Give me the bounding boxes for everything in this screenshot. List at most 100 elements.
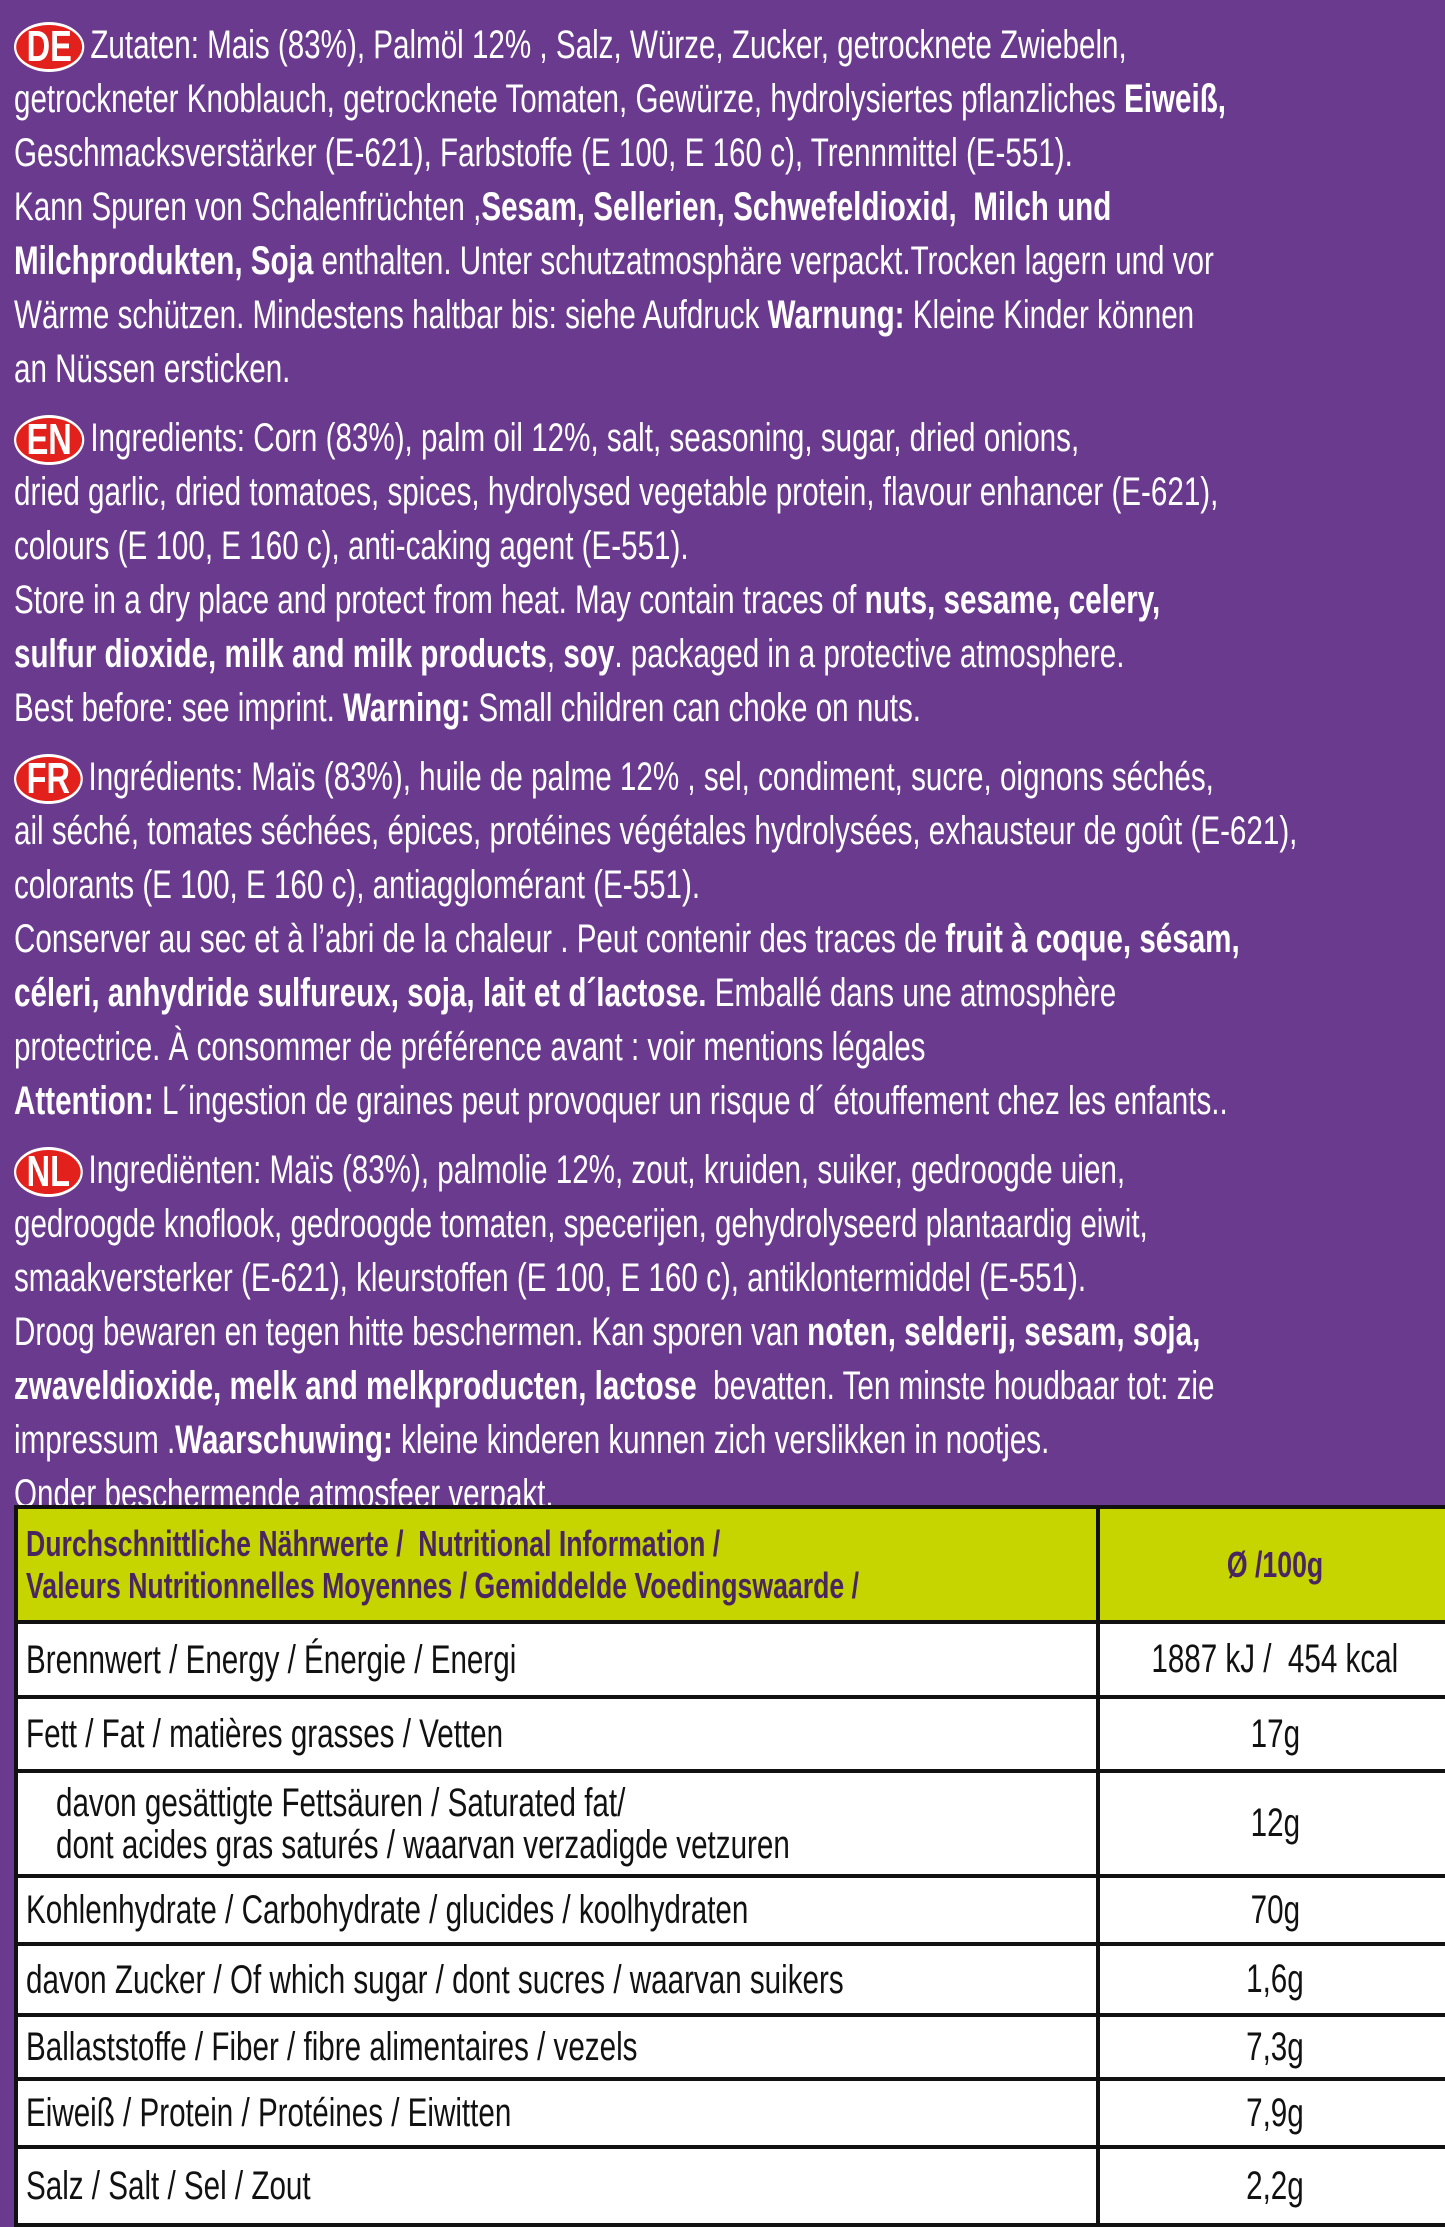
line-content: Kann Spuren von Schalenfrüchten ,Sesam, … (14, 180, 1111, 234)
bold-run: Attention: (14, 1079, 154, 1123)
line-content: EN Ingredients: Corn (83%), palm oil 12%,… (14, 411, 1080, 466)
text-run: gedroogde knoflook, gedroogde tomaten, s… (14, 1202, 1148, 1246)
text-run: Ingredients: Corn (83%), palm oil 12%, s… (90, 416, 1080, 460)
line-content: Conserver au sec et à l’abri de la chale… (14, 912, 1240, 966)
text-line: Geschmacksverstärker (E-621), Farbstoffe… (14, 126, 1439, 180)
label-line: davon gesättigte Fettsäuren / Saturated … (26, 1782, 1088, 1824)
label-text: Durchschnittliche Nährwerte / Nutritiona… (26, 1522, 721, 1564)
nutrient-row: Eiweiß / Protein / Protéines / Eiwitten 7… (13, 2077, 1445, 2149)
value-text: 12g (1250, 1801, 1300, 1845)
label-text: dont acides gras saturés / waarvan verza… (56, 1822, 790, 1867)
nutrient-value: Ø /100g (1096, 1505, 1445, 1624)
text-line: smaakversterker (E-621), kleurstoffen (E… (14, 1251, 1439, 1305)
line-content: Store in a dry place and protect from he… (14, 573, 1160, 627)
label-line: Kohlenhydrate / Carbohydrate / glucides … (26, 1889, 1088, 1931)
bold-run: Sesam, Sellerien, Schwefeldioxid, Milch … (481, 185, 1112, 229)
text-run: dried garlic, dried tomatoes, spices, hy… (14, 470, 1219, 514)
value-text: 2,2g (1246, 2163, 1305, 2208)
text-run: Zutaten: Mais (83%), Palmöl 12% , Salz, … (90, 23, 1127, 67)
text-run: Store in a dry place and protect from he… (14, 578, 865, 622)
bold-run: zwaveldioxide, melk and melkproducten, l… (14, 1364, 697, 1408)
nutrient-row: davon gesättigte Fettsäuren / Saturated … (13, 1769, 1445, 1878)
nutrient-row: Fett / Fat / matières grasses / Vetten 17… (13, 1695, 1445, 1773)
nutrient-label: Eiweiß / Protein / Protéines / Eiwitten (13, 2077, 1101, 2149)
text-run: getrockneter Knoblauch, getrocknete Toma… (14, 77, 1125, 121)
language-badge: EN (14, 415, 85, 466)
text-run: Wärme schützen. Mindestens haltbar bis: … (14, 293, 768, 337)
nutrient-value: 2,2g (1096, 2145, 1445, 2227)
line-content: DE Zutaten: Mais (83%), Palmöl 12% , Salz… (14, 18, 1127, 73)
text-line: Kann Spuren von Schalenfrüchten ,Sesam, … (14, 180, 1439, 234)
label-line: Valeurs Nutritionnelles Moyennes / Gemid… (26, 1565, 1088, 1607)
bold-run: Warning: (343, 686, 471, 730)
bold-run: sulfur dioxide, milk and milk products (14, 632, 547, 676)
label-text: davon Zucker / Of which sugar / dont suc… (26, 1957, 844, 2002)
line-content: Attention: L´ingestion de graines peut p… (14, 1074, 1228, 1128)
text-run: colorants (E 100, E 160 c), antiagglomér… (14, 863, 701, 907)
nutrient-label: Durchschnittliche Nährwerte / Nutritiona… (13, 1505, 1101, 1624)
text-line: Store in a dry place and protect from he… (14, 573, 1439, 627)
nutrient-row: Salz / Salt / Sel / Zout 2,2g (13, 2145, 1445, 2227)
nutrient-value: 1887 kJ / 454 kcal (1096, 1620, 1445, 1699)
text-run: Best before: see imprint. (14, 686, 344, 730)
text-line: EN Ingredients: Corn (83%), palm oil 12%,… (14, 411, 1439, 466)
nutrient-row: davon Zucker / Of which sugar / dont suc… (13, 1942, 1445, 2017)
text-line: zwaveldioxide, melk and melkproducten, l… (14, 1359, 1439, 1413)
nutrient-value: 7,3g (1096, 2013, 1445, 2081)
value-text: 7,3g (1246, 2024, 1305, 2069)
text-line: Droog bewaren en tegen hitte beschermen.… (14, 1305, 1439, 1359)
bold-run: céleri, anhydride sulfureux, soja, lait … (14, 971, 707, 1015)
text-run: impressum . (14, 1418, 176, 1462)
nutrient-label: davon gesättigte Fettsäuren / Saturated … (13, 1769, 1101, 1878)
text-line: DE Zutaten: Mais (83%), Palmöl 12% , Salz… (14, 18, 1439, 73)
nutrient-value: 7,9g (1096, 2077, 1445, 2149)
nutrient-label: Ballaststoffe / Fiber / fibre alimentair… (13, 2013, 1101, 2081)
text-run: kleine kinderen kunnen zich verslikken i… (392, 1418, 1050, 1462)
text-run: Emballé dans une atmosphère (706, 971, 1117, 1015)
text-run: an Nüssen ersticken. (14, 347, 291, 391)
text-run: ail séché, tomates séchées, épices, prot… (14, 809, 1298, 853)
text-run: Ingrédients: Maïs (83%), huile de palme … (88, 755, 1214, 799)
line-content: céleri, anhydride sulfureux, soja, lait … (14, 966, 1116, 1020)
value-text: 1887 kJ / 454 kcal (1151, 1637, 1399, 1681)
header-row: Durchschnittliche Nährwerte / Nutritiona… (13, 1505, 1445, 1624)
nutrient-row: Ballaststoffe / Fiber / fibre alimentair… (13, 2013, 1445, 2081)
line-content: gedroogde knoflook, gedroogde tomaten, s… (14, 1197, 1148, 1251)
language-badge: DE (14, 22, 85, 73)
bold-run: noten, selderij, sesam, soja, (807, 1310, 1201, 1354)
text-run: Ingrediënten: Maïs (83%), palmolie 12%, … (88, 1148, 1126, 1192)
line-content: FR Ingrédients: Maïs (83%), huile de palm… (14, 750, 1214, 805)
line-content: getrockneter Knoblauch, getrocknete Toma… (14, 72, 1226, 126)
nutrient-label: Brennwert / Energy / Énergie / Energi (13, 1620, 1101, 1699)
line-content: Droog bewaren en tegen hitte beschermen.… (14, 1305, 1200, 1359)
text-line: dried garlic, dried tomatoes, spices, hy… (14, 465, 1439, 519)
line-content: zwaveldioxide, melk and melkproducten, l… (14, 1359, 1214, 1413)
nutrient-row: Kohlenhydrate / Carbohydrate / glucides … (13, 1874, 1445, 1946)
language-section: EN Ingredients: Corn (83%), palm oil 12%,… (14, 411, 1439, 735)
text-line: Conserver au sec et à l’abri de la chale… (14, 912, 1439, 966)
text-line: ail séché, tomates séchées, épices, prot… (14, 804, 1439, 858)
line-content: protectrice. À consommer de préférence a… (14, 1020, 925, 1074)
text-line: gedroogde knoflook, gedroogde tomaten, s… (14, 1197, 1439, 1251)
bold-run: nuts, sesame, celery, (864, 578, 1161, 622)
text-line: colorants (E 100, E 160 c), antiagglomér… (14, 858, 1439, 912)
language-badge: FR (14, 754, 83, 805)
text-run: enthalten. Unter schutzatmosphäre verpac… (313, 239, 1214, 283)
text-line: céleri, anhydride sulfureux, soja, lait … (14, 966, 1439, 1020)
line-content: smaakversterker (E-621), kleurstoffen (E… (14, 1251, 1086, 1305)
language-section: NL Ingrediënten: Maïs (83%), palmolie 12%… (14, 1143, 1439, 1521)
text-run: Geschmacksverstärker (E-621), Farbstoffe… (14, 131, 1073, 175)
label-line: Durchschnittliche Nährwerte / Nutritiona… (26, 1523, 1088, 1565)
nutrient-label: Kohlenhydrate / Carbohydrate / glucides … (13, 1874, 1101, 1946)
language-badge: NL (14, 1147, 83, 1198)
text-run: colours (E 100, E 160 c), anti-caking ag… (14, 524, 689, 568)
label-text: Eiweiß / Protein / Protéines / Eiwitten (26, 2091, 512, 2135)
text-run: bevatten. Ten minste houdbaar tot: zie (696, 1364, 1215, 1408)
language-section: DE Zutaten: Mais (83%), Palmöl 12% , Salz… (14, 18, 1439, 396)
bold-run: Milchprodukten, Soja (14, 239, 314, 283)
line-content: ail séché, tomates séchées, épices, prot… (14, 804, 1297, 858)
text-line: Milchprodukten, Soja enthalten. Unter sc… (14, 234, 1439, 288)
line-content: impressum .Waarschuwing: kleine kinderen… (14, 1413, 1049, 1467)
text-run: . packaged in a protective atmosphere. (614, 632, 1125, 676)
